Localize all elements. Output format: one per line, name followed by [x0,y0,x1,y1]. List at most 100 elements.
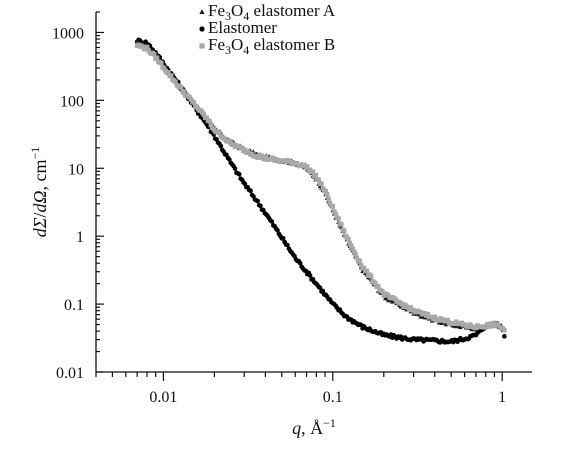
y-tick-label: 0.1 [64,297,84,314]
data-point [166,70,171,75]
legend-marker [199,26,205,32]
data-point [320,288,326,294]
data-point [181,89,187,95]
data-point [173,79,178,85]
data-point [161,66,167,71]
data-point [326,196,331,202]
data-point [285,242,290,248]
data-point [239,145,245,151]
y-tick-label: 100 [60,93,84,110]
data-point [368,274,374,279]
y-tick-label: 1000 [52,25,84,42]
data-point [373,280,378,286]
x-tick-label: 0.01 [149,389,177,406]
data-point [502,334,507,339]
series-2 [134,42,507,333]
data-point [207,118,212,124]
data-point [307,273,313,278]
axes [95,12,532,373]
data-point [255,198,260,204]
data-points [134,37,507,345]
y-tick-label: 1 [76,229,84,246]
data-point [408,305,414,310]
data-point [380,289,385,294]
data-point [258,203,263,209]
data-point [336,216,341,221]
data-point [341,228,347,233]
data-point [217,130,222,136]
data-point [347,240,353,246]
data-point [259,153,265,159]
data-point [231,142,236,147]
data-point [269,219,275,224]
data-point [445,317,450,323]
data-point [487,324,493,329]
data-point [399,302,405,307]
data-point [375,283,381,289]
data-point [313,172,319,178]
tick-labels: 0.01 0.1 1 1000 100 10 1 0.1 0.01 [52,25,506,406]
legend-label: Elastomer [208,18,277,37]
data-point [140,40,146,45]
data-point [317,285,323,291]
data-point [304,164,310,169]
data-point [361,265,367,271]
y-tick-label: 10 [68,161,84,178]
data-point [178,85,184,90]
data-point [358,262,364,268]
data-point [136,38,141,43]
x-tick-label: 0.1 [323,389,343,406]
data-point [333,211,338,217]
data-point [348,243,354,249]
data-point [146,48,151,53]
data-point [191,100,197,105]
data-point [280,236,286,241]
data-point [319,181,324,186]
data-point [432,314,438,320]
data-point [263,154,269,160]
legend-label: Fe3O4 elastomer B [208,35,335,57]
legend-marker [199,43,205,49]
data-point [316,177,321,183]
data-point [144,44,150,50]
legend-marker [199,9,205,15]
data-point [310,169,316,174]
data-point [405,305,411,310]
data-point [201,112,207,117]
axis-titles: q, Å−1 dΣ/dΩ, cm−1 [28,147,336,438]
data-point [151,51,157,57]
data-point [331,209,337,214]
data-point [158,60,164,66]
data-point [330,204,336,209]
data-point [346,237,351,242]
data-point [407,307,412,313]
data-point [473,325,479,331]
data-point [302,162,307,168]
x-tick-label: 1 [498,389,506,406]
data-point [232,166,238,171]
data-point [502,327,507,333]
legend-label: Fe3O4 elastomer A [208,1,336,23]
data-point [154,55,160,61]
data-point [275,228,280,233]
data-point [248,188,253,193]
data-point [324,192,330,197]
data-point [323,189,329,194]
y-tick-label: 0.01 [56,365,84,382]
data-point [490,320,496,326]
data-point [227,157,232,162]
series-1 [134,37,507,345]
data-point [351,249,357,254]
data-point [236,171,242,177]
data-point [364,268,370,274]
ticks [95,11,503,381]
data-point [354,255,360,261]
data-point [425,311,431,317]
data-point [297,260,303,266]
data-point [350,246,355,252]
data-point [218,143,224,149]
y-axis-title: dΣ/dΩ, cm−1 [28,147,50,238]
data-point [339,222,344,227]
data-point [204,115,209,121]
